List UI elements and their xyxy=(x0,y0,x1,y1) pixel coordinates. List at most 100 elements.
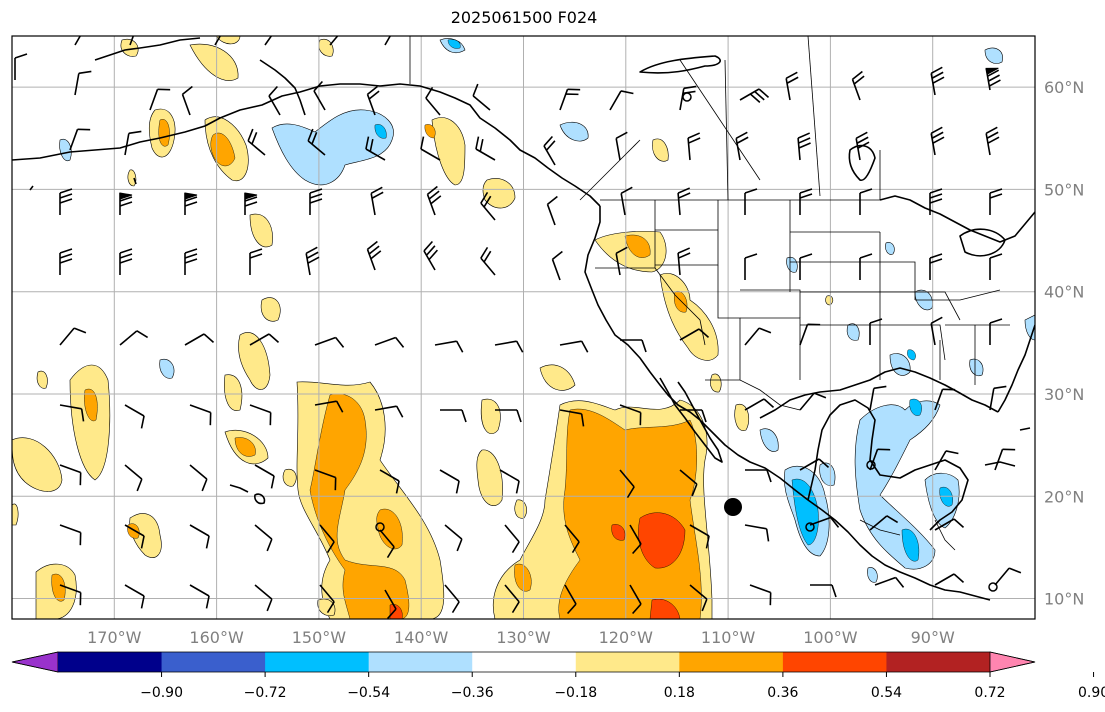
colorbar-segment xyxy=(58,652,163,672)
wind-barb xyxy=(472,83,491,111)
wind-barb xyxy=(543,135,556,166)
wind-barb xyxy=(677,247,691,276)
wind-barb xyxy=(475,136,496,161)
lon-tick-label: 150°W xyxy=(292,628,347,647)
wind-barb xyxy=(851,70,865,101)
wind-barb xyxy=(504,524,520,554)
wind-barb xyxy=(799,323,821,346)
wind-barb xyxy=(934,388,956,411)
wind-barb xyxy=(689,584,708,612)
wind-barb xyxy=(679,328,710,341)
wind-barb xyxy=(249,333,280,346)
wind-barb xyxy=(124,130,142,156)
wind-barb xyxy=(374,405,404,418)
plot-border xyxy=(11,35,1036,620)
colorbar-tick-label: 0.36 xyxy=(767,685,798,701)
wind-barb xyxy=(184,248,198,275)
wind-barb xyxy=(366,240,382,271)
wind-barb xyxy=(214,36,227,46)
wind-barb xyxy=(440,409,467,423)
colorbar-segment xyxy=(886,652,991,672)
wind-barb xyxy=(799,458,830,471)
wind-barb xyxy=(247,128,266,156)
wind-barb xyxy=(869,515,899,531)
wind-barb xyxy=(930,316,943,346)
wind-barb xyxy=(687,132,701,161)
wind-barb xyxy=(985,126,1000,156)
wind-barb xyxy=(444,524,463,552)
wind-barb xyxy=(855,131,870,161)
wind-barb xyxy=(869,385,887,411)
lat-tick-label: 60°N xyxy=(1044,78,1084,97)
colorbar-tick-label: −0.36 xyxy=(451,685,494,701)
colorbar-tick-label: 0.18 xyxy=(664,685,695,701)
wind-barb xyxy=(189,524,210,549)
wind-barb xyxy=(559,409,585,427)
lon-tick-label: 90°W xyxy=(911,628,955,647)
wind-barb xyxy=(495,409,522,423)
lat-tick-label: 50°N xyxy=(1044,180,1084,199)
wind-barb xyxy=(869,448,891,471)
wind-barb xyxy=(994,448,1016,471)
colorbar-tick-label: −0.90 xyxy=(140,685,183,701)
wind-barb xyxy=(930,126,945,156)
wind-barb xyxy=(444,584,460,614)
wind-barb xyxy=(744,253,758,280)
wind-barb xyxy=(370,186,384,216)
wind-barb xyxy=(254,584,273,612)
wind-barb xyxy=(929,188,943,215)
wind-barb xyxy=(559,88,581,111)
wind-barb xyxy=(930,66,945,96)
colorbar-extend-low xyxy=(11,651,59,673)
wind-barb xyxy=(59,188,73,215)
colorbar-segment xyxy=(472,652,577,672)
wind-barb xyxy=(244,192,258,215)
wind-barb xyxy=(434,340,464,353)
shaded-negative-mid xyxy=(374,39,953,562)
wind-barb xyxy=(559,340,589,353)
wind-barb xyxy=(149,88,171,111)
lon-tick-label: 130°W xyxy=(496,628,551,647)
wind-barb xyxy=(59,404,85,422)
wind-barb xyxy=(319,584,335,614)
wind-barb xyxy=(254,524,273,552)
wind-barb xyxy=(629,524,642,555)
wind-barb xyxy=(689,524,710,549)
wind-barb xyxy=(504,584,520,614)
colorbar-segment xyxy=(575,652,680,672)
wind-barb xyxy=(313,80,326,111)
shaded-positive-high xyxy=(389,512,686,619)
wind-barb xyxy=(677,187,691,216)
wind-barb xyxy=(249,404,272,426)
wind-barb xyxy=(307,128,326,156)
lat-tick-label: 10°N xyxy=(1044,590,1084,609)
colorbar-segment xyxy=(368,652,473,672)
colorbar-tick-label: 0.54 xyxy=(871,685,902,701)
wind-barb xyxy=(934,573,965,586)
wind-barb xyxy=(365,136,386,161)
wind-barb xyxy=(564,524,580,554)
wind-barb xyxy=(619,404,642,426)
wind-barb xyxy=(249,248,263,275)
wind-barb xyxy=(384,36,397,46)
wind-barb xyxy=(989,385,1007,411)
wind-barb xyxy=(59,327,87,346)
wind-barb xyxy=(810,584,837,598)
wind-barb xyxy=(499,469,520,494)
colorbar-segment xyxy=(782,652,887,672)
wind-barb xyxy=(629,584,642,615)
lon-tick-label: 160°W xyxy=(189,628,244,647)
wind-barb xyxy=(59,524,82,546)
colorbar xyxy=(11,651,1036,673)
wind-barb xyxy=(254,464,275,489)
colorbar-tick-label: −0.54 xyxy=(347,685,390,701)
wind-barb xyxy=(379,469,400,494)
wind-barb xyxy=(425,86,441,116)
wind-barb xyxy=(609,90,634,111)
wind-barb xyxy=(69,128,91,151)
colorbar-segment xyxy=(679,652,784,672)
wind-barb xyxy=(744,524,770,542)
wind-barb xyxy=(859,253,873,280)
plot-area xyxy=(12,36,1035,619)
